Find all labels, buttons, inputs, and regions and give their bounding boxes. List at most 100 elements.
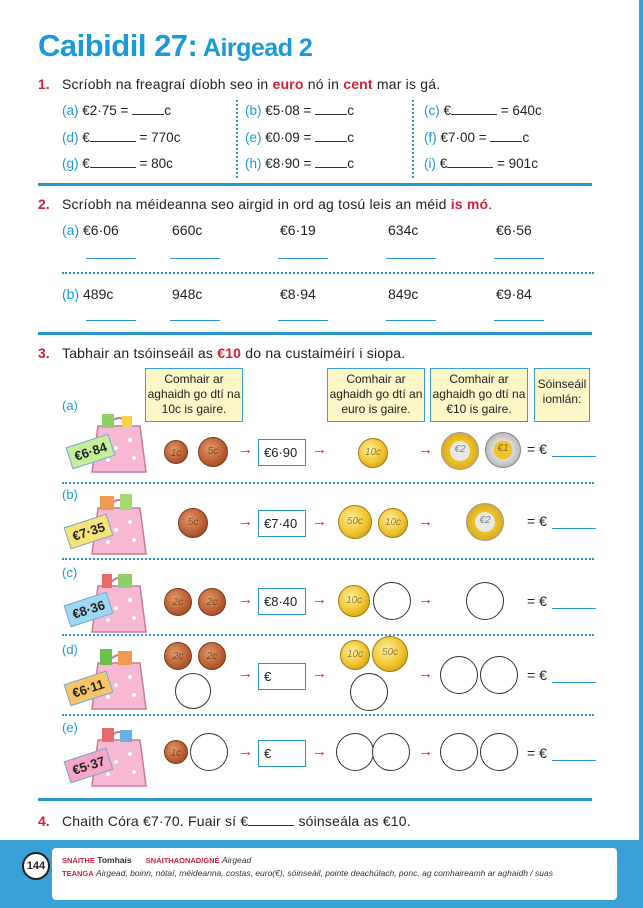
arrow-icon: →	[238, 743, 253, 760]
question-2-text: Scríobh na méideanna seo airgid in ord a…	[62, 196, 493, 212]
q2-value: €6·56	[496, 222, 532, 238]
coin-10c-icon: 10c	[338, 585, 370, 617]
page-title: Caibidil 27: Airgead 2	[38, 28, 313, 63]
curriculum-info-box: SNÁITHE Tomhais SNÁITHAONAD/GNÉ Airgead …	[52, 848, 617, 900]
row-divider	[62, 714, 594, 716]
page-number: 144	[22, 852, 50, 880]
empty-coin-circle[interactable]	[373, 582, 411, 620]
question-1-text: Scríobh na freagraí díobh seo in euro nó…	[62, 76, 441, 92]
coin-10c-icon: 10c	[358, 438, 388, 468]
empty-coin-circle[interactable]	[440, 733, 478, 771]
rounded-amount-box[interactable]: €	[258, 663, 306, 690]
order-answer-line[interactable]	[278, 258, 328, 259]
coin-2c-icon: 2c	[198, 588, 226, 616]
section-divider	[38, 183, 592, 186]
coin-1c-icon: 1c	[164, 440, 188, 464]
rounded-amount-box: €8·40	[258, 588, 306, 615]
row-divider	[62, 272, 594, 274]
empty-coin-circle[interactable]	[466, 582, 504, 620]
equals-euro: = €	[527, 441, 547, 457]
q3-row-c-label: (c)	[62, 565, 78, 580]
arrow-icon: →	[418, 441, 433, 458]
empty-coin-circle[interactable]	[480, 733, 518, 771]
order-answer-line[interactable]	[86, 258, 136, 259]
empty-coin-circle[interactable]	[372, 733, 410, 771]
hint-note-total: Sóinseáil iomlán:	[534, 368, 590, 422]
coin-2c-icon: 2c	[164, 588, 192, 616]
empty-coin-circle[interactable]	[336, 733, 374, 771]
rounded-amount-box: €6·90	[258, 439, 306, 466]
q2-value: 660c	[172, 222, 203, 238]
q2-value: 634c	[388, 222, 419, 238]
q3-row-b-label: (b)	[62, 487, 78, 502]
q2-value: 849c	[388, 286, 419, 302]
answer-blank[interactable]	[132, 103, 165, 115]
total-answer-line[interactable]	[552, 682, 596, 683]
empty-coin-circle[interactable]	[350, 673, 388, 711]
q1-item-f: (f) €7·00 = c	[424, 130, 530, 145]
answer-blank[interactable]	[315, 156, 348, 168]
order-answer-line[interactable]	[278, 320, 328, 321]
q3-row-e-label: (e)	[62, 720, 78, 735]
q1-item-e: (e) €0·09 = c	[245, 130, 354, 145]
empty-coin-circle[interactable]	[440, 656, 478, 694]
total-answer-line[interactable]	[552, 760, 596, 761]
order-answer-line[interactable]	[494, 320, 544, 321]
hint-note-euro: Comhair ar aghaidh go dtí an euro is gai…	[327, 368, 425, 422]
total-answer-line[interactable]	[552, 528, 596, 529]
arrow-icon: →	[238, 513, 253, 530]
coin-50c-icon: 50c	[338, 505, 372, 539]
answer-blank[interactable]	[89, 156, 136, 168]
empty-coin-circle[interactable]	[175, 673, 211, 709]
empty-coin-circle[interactable]	[190, 733, 228, 771]
arrow-icon: →	[418, 591, 433, 608]
row-divider	[62, 634, 594, 636]
q1-item-a: (a) €2·75 = c	[62, 103, 171, 118]
column-divider	[236, 100, 238, 178]
row-divider	[62, 482, 594, 484]
q2-row-b-label: (b) 489c	[62, 286, 114, 302]
total-answer-line[interactable]	[552, 608, 596, 609]
answer-blank[interactable]	[490, 130, 523, 142]
answer-blank[interactable]	[447, 156, 494, 168]
answer-blank[interactable]	[451, 103, 498, 115]
equals-euro: = €	[527, 593, 547, 609]
question-4-number: 4.	[38, 813, 50, 829]
coin-2c-icon: 2c	[198, 642, 226, 670]
coin-5c-icon: 5c	[178, 508, 208, 538]
order-answer-line[interactable]	[386, 258, 436, 259]
answer-blank[interactable]	[315, 130, 348, 142]
arrow-icon: →	[312, 441, 327, 458]
coin-2c-icon: 2c	[164, 642, 192, 670]
order-answer-line[interactable]	[494, 258, 544, 259]
hint-note-10c: Comhair ar aghaidh go dtí na 10c is gair…	[145, 368, 243, 422]
equals-euro: = €	[527, 513, 547, 529]
answer-blank[interactable]	[248, 814, 295, 826]
rounded-amount-box: €7·40	[258, 510, 306, 537]
order-answer-line[interactable]	[170, 320, 220, 321]
rounded-amount-box[interactable]: €	[258, 740, 306, 767]
hint-note-10euro: Comhair ar aghaidh go dtí na €10 is gair…	[430, 368, 528, 422]
arrow-icon: →	[238, 591, 253, 608]
answer-blank[interactable]	[315, 103, 348, 115]
question-1-number: 1.	[38, 76, 50, 92]
question-3-number: 3.	[38, 345, 50, 361]
coin-2-euro-icon: €2	[441, 432, 479, 470]
arrow-icon: →	[418, 743, 433, 760]
order-answer-line[interactable]	[386, 320, 436, 321]
answer-blank[interactable]	[89, 130, 136, 142]
q1-item-g: (g) € = 80c	[62, 156, 173, 171]
q3-row-a-label: (a)	[62, 398, 78, 413]
order-answer-line[interactable]	[86, 320, 136, 321]
arrow-icon: →	[312, 665, 327, 682]
arrow-icon: →	[238, 441, 253, 458]
q1-item-d: (d) € = 770c	[62, 130, 181, 145]
order-answer-line[interactable]	[170, 258, 220, 259]
column-divider	[412, 100, 414, 178]
arrow-icon: →	[238, 665, 253, 682]
coin-1-euro-icon: €1	[485, 432, 521, 468]
total-answer-line[interactable]	[552, 456, 596, 457]
q3-row-d-label: (d)	[62, 642, 78, 657]
empty-coin-circle[interactable]	[480, 656, 518, 694]
arrow-icon: →	[312, 513, 327, 530]
